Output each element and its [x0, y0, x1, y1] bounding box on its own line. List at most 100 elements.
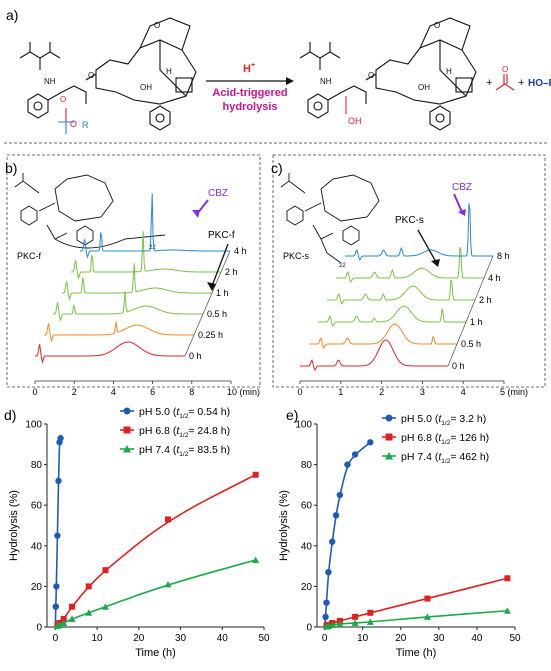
- y-tick-label: 20: [301, 582, 313, 593]
- trace-4h: [80, 193, 230, 259]
- trace-2h: [327, 279, 475, 305]
- x-tick-label: 4: [461, 387, 466, 397]
- x-tick-label: 40: [471, 633, 483, 644]
- reagent-label: H+: [243, 62, 255, 75]
- x-tick-label: 0: [53, 633, 59, 644]
- x-tick-label: 2: [379, 387, 384, 397]
- data-point: [332, 512, 340, 519]
- legend-marker: [385, 433, 393, 441]
- y-axis-label: Hydrolysis (%): [8, 490, 20, 561]
- data-point: [336, 491, 344, 499]
- panel-label: b): [5, 160, 17, 176]
- pointer-label: PKC-s: [395, 215, 424, 226]
- svg-text:OH: OH: [140, 83, 152, 92]
- data-point: [85, 583, 92, 590]
- data-point: [504, 575, 511, 582]
- condition-line2: hydrolysis: [222, 101, 277, 113]
- series-line: [323, 441, 371, 628]
- panel-d: d) 0 20 40 60 80 100 0 10 20 30 40 50 Time (h) Hydroly…: [4, 406, 270, 659]
- legend-entry: pH 7.4 (t1/2= 83.5 h): [139, 444, 230, 458]
- panel-label: d): [4, 407, 16, 423]
- acetone-oxygen: O: [502, 65, 508, 74]
- svg-text:H: H: [166, 67, 172, 76]
- pointer-label: PKC-f: [208, 230, 235, 241]
- cbz-arrowhead: [192, 210, 200, 218]
- peg-subscript: 22: [149, 245, 156, 251]
- byproduct-label: HO–R: [528, 78, 551, 89]
- data-point: [344, 461, 351, 468]
- x-tick-label: 6: [150, 387, 155, 397]
- time-label: 1 h: [216, 288, 229, 298]
- x-tick-label: 0: [322, 633, 328, 644]
- cbz-arrow: [453, 193, 463, 213]
- x-tick-label: 4: [111, 387, 116, 397]
- x-tick-label: 2: [72, 387, 77, 397]
- y-axis-label: Hydrolysis (%): [278, 490, 290, 561]
- x-tick-label: 30: [175, 633, 187, 644]
- condition-line1: Acid-triggered: [212, 87, 287, 99]
- data-point: [252, 471, 259, 478]
- compound-label: PKC-s: [283, 251, 310, 261]
- panel-label-a: a): [6, 7, 18, 23]
- data-point: [165, 516, 172, 523]
- x-tick-label: 0: [32, 387, 37, 397]
- data-point: [56, 621, 64, 628]
- time-label: 1 h: [470, 317, 483, 327]
- legend-entry: pH 5.0 (t1/2= 0.54 h): [139, 406, 230, 420]
- data-point: [323, 599, 330, 606]
- series-line: [324, 577, 508, 628]
- x-tick-label: 10 (min): [227, 387, 260, 397]
- panel-e: e) 0 20 40 60 80 100 0 10 20 30 40 50 Time (h) Hydroly…: [278, 407, 521, 659]
- svg-text:O: O: [434, 21, 440, 30]
- x-tick-label: 1: [338, 387, 343, 397]
- series-line: [324, 609, 508, 628]
- offset-guide: [184, 250, 231, 357]
- offset-guide: [447, 255, 494, 367]
- y-tick-label: 20: [31, 582, 43, 593]
- x-tick-label: 3: [420, 387, 425, 397]
- legend-entry: pH 6.8 (t1/2= 126 h): [401, 432, 489, 446]
- time-label: 2 h: [479, 295, 492, 305]
- legend-entry: pH 5.0 (t1/2= 3.2 h): [401, 413, 486, 427]
- peg-subscript: 22: [339, 263, 346, 269]
- time-label: 8 h: [497, 251, 510, 261]
- data-point: [366, 618, 374, 625]
- time-label: 0.5 h: [461, 339, 481, 349]
- y-tick-label: 100: [295, 420, 312, 431]
- plus-sign-2: +: [518, 77, 524, 89]
- x-tick-label: 20: [133, 633, 145, 644]
- data-point: [423, 613, 431, 620]
- panel-c: c) 22 PKC-s 0 1 2 3 4 5 (min) 0 h 0.5 h 1 h 2 h 4 h 8 …: [271, 154, 546, 397]
- x-tick-label: 10: [92, 633, 104, 644]
- panel-label: c): [271, 160, 283, 176]
- data-point: [252, 556, 260, 564]
- prodrug-structure: [280, 173, 380, 264]
- pointer-arrow: [417, 229, 437, 263]
- x-axis-label: Time (h): [135, 647, 176, 659]
- x-tick-label: 30: [433, 633, 445, 644]
- data-point: [55, 477, 62, 485]
- data-point: [325, 568, 332, 576]
- pointer-arrow: [211, 243, 229, 287]
- series-line: [54, 474, 257, 628]
- data-point: [322, 613, 329, 621]
- time-label: 0.25 h: [198, 330, 223, 340]
- data-point: [503, 607, 511, 614]
- svg-text:O: O: [368, 71, 374, 80]
- data-point: [102, 567, 109, 574]
- data-point: [351, 619, 359, 626]
- pointer-arrowhead: [207, 282, 216, 291]
- plus-sign-1: +: [486, 77, 492, 89]
- time-label: 4 h: [488, 273, 501, 283]
- data-point: [57, 435, 64, 442]
- trace-2h: [71, 231, 221, 280]
- data-point: [328, 621, 336, 628]
- data-point: [60, 615, 67, 622]
- svg-text:O: O: [154, 21, 160, 30]
- data-point: [336, 620, 344, 627]
- panel-frame: [272, 154, 546, 388]
- data-point: [85, 609, 93, 616]
- svg-text:H: H: [446, 67, 452, 76]
- x-tick-label: 5 (min): [500, 387, 528, 397]
